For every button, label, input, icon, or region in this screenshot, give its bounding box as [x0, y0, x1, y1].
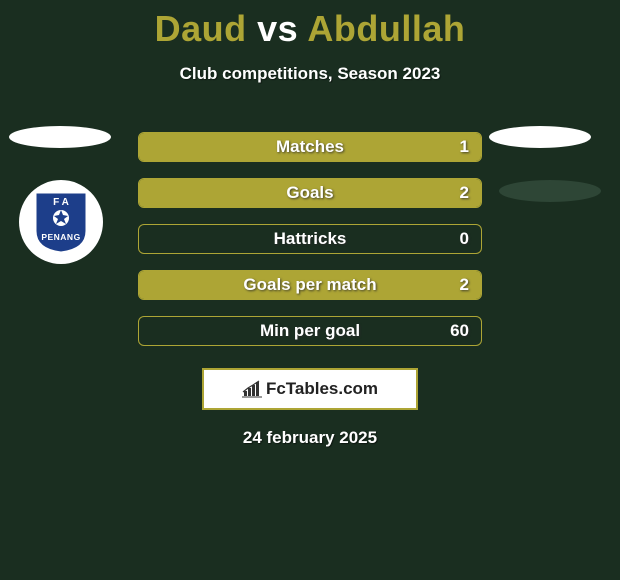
title-player1: Daud	[155, 8, 247, 49]
stat-value: 1	[460, 137, 469, 157]
brand-box: FcTables.com	[202, 368, 418, 410]
oval-right-top	[489, 126, 591, 148]
page-title: Daud vs Abdullah	[0, 0, 620, 50]
stat-value: 60	[450, 321, 469, 341]
stat-value: 2	[460, 183, 469, 203]
stat-row-hattricks: Hattricks 0	[138, 224, 482, 254]
title-player2: Abdullah	[307, 8, 465, 49]
stat-label: Matches	[276, 137, 344, 157]
stat-label: Hattricks	[274, 229, 347, 249]
stat-row-gpm: Goals per match 2	[138, 270, 482, 300]
stat-label: Goals	[286, 183, 333, 203]
svg-text:PENANG: PENANG	[41, 232, 80, 242]
stat-value: 0	[460, 229, 469, 249]
stat-row-matches: Matches 1	[138, 132, 482, 162]
team-badge: F A PENANG	[19, 180, 103, 264]
stat-row-goals: Goals 2	[138, 178, 482, 208]
svg-text:F A: F A	[53, 197, 69, 208]
subtitle: Club competitions, Season 2023	[0, 64, 620, 84]
stat-value: 2	[460, 275, 469, 295]
title-vs: vs	[257, 8, 298, 49]
shield-icon: F A PENANG	[34, 191, 88, 253]
oval-left	[9, 126, 111, 148]
brand-text: FcTables.com	[266, 379, 378, 399]
stat-label: Min per goal	[260, 321, 360, 341]
date-text: 24 february 2025	[0, 428, 620, 448]
stat-row-mpg: Min per goal 60	[138, 316, 482, 346]
bar-chart-icon	[242, 380, 262, 398]
oval-right-mid	[499, 180, 601, 202]
stat-label: Goals per match	[243, 275, 376, 295]
brand-inner: FcTables.com	[204, 370, 416, 408]
